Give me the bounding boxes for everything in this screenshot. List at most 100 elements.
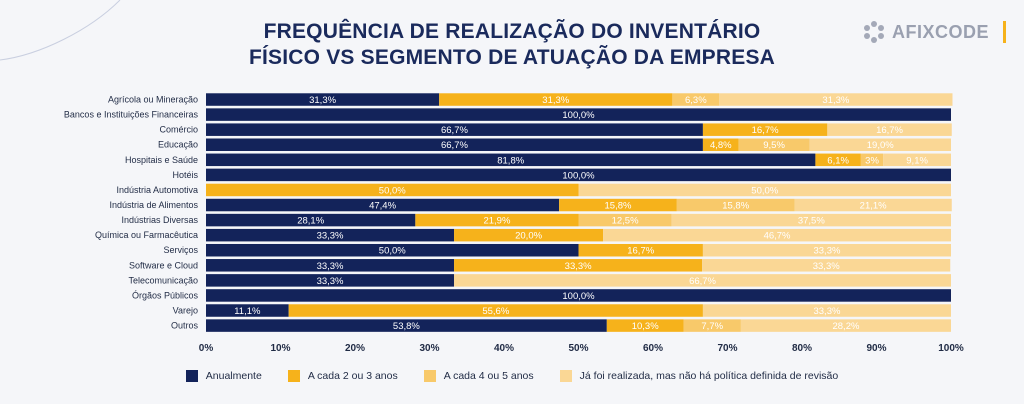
- bar-segment: [206, 213, 416, 227]
- legend-item: Já foi realizada, mas não há política de…: [559, 370, 838, 382]
- x-tick-label: 0%: [199, 343, 214, 354]
- segment-value-label: 6,3%: [685, 95, 707, 106]
- bar-segment: [702, 123, 828, 136]
- bar-segment: [578, 243, 703, 257]
- segment-value-label: 46,7%: [764, 231, 791, 242]
- bar-segment: [606, 319, 684, 332]
- category-label: Bancos e Instituições Financeiras: [64, 110, 199, 120]
- category-label: Indústria de Alimentos: [109, 200, 198, 210]
- decorative-curve: [0, 0, 121, 61]
- bar-segment: [206, 319, 607, 332]
- category-label: Hotéis: [172, 170, 198, 180]
- category-label: Varejo: [173, 306, 198, 316]
- bar-segment: [206, 168, 951, 182]
- category-label: Serviços: [163, 245, 198, 255]
- bar-segment: [702, 259, 951, 272]
- x-tick-label: 60%: [643, 343, 663, 354]
- bar-segment: [206, 228, 455, 242]
- bar-segment: [809, 138, 951, 151]
- bar-segment: [676, 198, 795, 212]
- bar-segment: [439, 93, 673, 106]
- bar-segment: [827, 123, 952, 136]
- bar-segment: [559, 198, 677, 212]
- segment-value-label: 33,3%: [813, 261, 840, 272]
- segment-value-label: 33,3%: [317, 276, 344, 287]
- segment-value-label: 12,5%: [612, 216, 639, 227]
- bar-segment: [672, 93, 720, 106]
- segment-value-label: 15,8%: [722, 201, 749, 212]
- x-tick-label: 50%: [568, 343, 588, 354]
- category-label: Hospitais e Saúde: [125, 155, 198, 165]
- segment-value-label: 31,3%: [822, 95, 849, 106]
- chart-title-line-1: FREQUÊNCIA DE REALIZAÇÃO DO INVENTÁRIO: [263, 20, 761, 43]
- bar-segment: [719, 93, 953, 106]
- segment-value-label: 47,4%: [369, 201, 396, 212]
- segment-value-label: 21,1%: [860, 201, 887, 212]
- segment-value-label: 6,1%: [827, 155, 849, 166]
- category-label: Órgãos Públicos: [132, 290, 199, 300]
- bar-segment: [740, 319, 951, 332]
- legend-label: A cada 2 ou 3 anos: [307, 370, 398, 382]
- segment-value-label: 4,8%: [710, 140, 732, 151]
- segment-value-label: 7,7%: [701, 321, 723, 332]
- x-tick-label: 90%: [866, 343, 886, 354]
- legend-swatch: [185, 370, 198, 382]
- bar-segment: [738, 138, 810, 151]
- bar-segment: [206, 243, 579, 257]
- bar-segment: [206, 123, 703, 136]
- segment-value-label: 33,3%: [317, 261, 344, 272]
- bar-segment: [578, 183, 951, 197]
- segment-value-label: 100,0%: [562, 110, 595, 121]
- segment-value-label: 10,3%: [632, 321, 659, 332]
- bar-segment: [702, 304, 951, 317]
- segment-value-label: 81,8%: [497, 155, 524, 166]
- category-label: Outros: [171, 321, 199, 331]
- x-tick-label: 100%: [938, 343, 964, 354]
- bar-segment: [860, 153, 884, 167]
- segment-value-label: 55,6%: [482, 306, 509, 317]
- segment-value-label: 31,3%: [309, 95, 336, 106]
- segment-value-label: 50,0%: [379, 185, 406, 196]
- chart-legend: Anualmente A cada 2 ou 3 anos A cada 4 ou …: [0, 370, 1024, 382]
- category-label: Indústria Automotiva: [116, 185, 198, 195]
- afixcode-logo-icon: [864, 21, 884, 43]
- x-tick-label: 10%: [270, 343, 290, 354]
- category-label: Indústrias Diversas: [121, 215, 198, 225]
- segment-value-label: 28,2%: [832, 321, 859, 332]
- bar-segment: [454, 274, 951, 287]
- category-label: Educação: [158, 140, 198, 150]
- bar-segment: [206, 289, 951, 302]
- segment-value-label: 16,7%: [752, 125, 779, 136]
- bar-segment: [702, 138, 739, 151]
- x-tick-label: 40%: [494, 343, 514, 354]
- legend-swatch: [559, 370, 572, 382]
- bar-segment: [883, 153, 951, 167]
- legend-item: A cada 4 ou 5 anos: [423, 370, 534, 382]
- bar-segment: [671, 213, 951, 227]
- legend-swatch: [287, 370, 300, 382]
- chart-title-line-2: FÍSICO VS SEGMENTO DE ATUAÇÃO DA EMPRESA: [248, 46, 776, 69]
- bar-segment: [415, 213, 579, 227]
- bar-segment: [603, 228, 951, 242]
- segment-value-label: 53,8%: [393, 321, 420, 332]
- segment-value-label: 16,7%: [876, 125, 903, 136]
- bar-segment: [206, 138, 703, 151]
- bar-segment: [454, 259, 703, 272]
- bar-segment: [206, 274, 455, 287]
- segment-value-label: 37,5%: [798, 216, 825, 227]
- bar-segment: [702, 243, 951, 257]
- logo-text: AFIXCODE: [892, 21, 990, 42]
- bar-segment: [683, 319, 741, 332]
- legend-label: A cada 4 ou 5 anos: [443, 370, 534, 382]
- x-tick-label: 70%: [717, 343, 737, 354]
- legend-swatch: [423, 370, 436, 382]
- segment-value-label: 50,0%: [751, 185, 778, 196]
- segment-value-label: 100,0%: [562, 170, 595, 181]
- legend-label: Anualmente: [205, 370, 262, 382]
- segment-value-label: 66,7%: [441, 125, 468, 136]
- segment-value-label: 66,7%: [441, 140, 468, 151]
- x-tick-label: 20%: [345, 343, 365, 354]
- segment-value-label: 33,3%: [317, 231, 344, 242]
